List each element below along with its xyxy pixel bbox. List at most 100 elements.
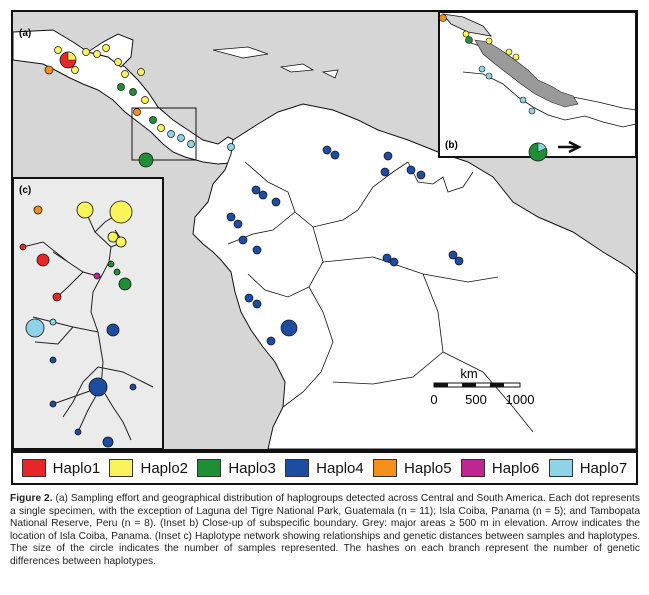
haplotype-node xyxy=(118,277,132,291)
sample-dot xyxy=(512,53,520,61)
haplotype-node xyxy=(36,253,50,267)
sample-dot xyxy=(439,14,447,22)
sample-dot xyxy=(71,66,79,74)
legend-item-haplo4: Haplo4 xyxy=(285,459,364,477)
sample-dot xyxy=(157,124,165,132)
caption-label: Figure 2. xyxy=(10,493,53,504)
legend-swatch xyxy=(373,459,398,477)
map-svg: (a) xyxy=(13,12,636,449)
sample-dot xyxy=(462,30,470,38)
legend-label: Haplo2 xyxy=(140,459,189,477)
sample-dot xyxy=(82,48,90,56)
legend-label: Haplo7 xyxy=(579,459,628,477)
caribbean-islands xyxy=(212,46,339,79)
legend-swatch xyxy=(548,459,573,477)
legend-swatch xyxy=(197,459,222,477)
haplotype-node xyxy=(25,318,45,338)
sample-dot xyxy=(252,245,262,255)
legend-item-haplo3: Haplo3 xyxy=(197,459,276,477)
sample-dot xyxy=(133,108,141,116)
sample-dot xyxy=(137,68,145,76)
sample-dot xyxy=(266,336,276,346)
sample-dot xyxy=(121,70,129,78)
haplotype-node xyxy=(106,323,120,337)
legend-label: Haplo3 xyxy=(228,459,276,477)
sample-dot xyxy=(383,151,393,161)
haplotype-node xyxy=(88,377,108,397)
sample-dot xyxy=(258,190,268,200)
sample-dot xyxy=(322,145,332,155)
haplotype-node xyxy=(102,436,114,448)
sample-dot xyxy=(389,257,399,267)
legend-swatch xyxy=(460,459,485,477)
legend-label: Haplo1 xyxy=(52,459,101,477)
sample-dot xyxy=(93,50,101,58)
haplotype-node xyxy=(107,260,115,268)
sample-dot xyxy=(454,256,464,266)
legend: Haplo1 Haplo2 Haplo3 Haplo4 Haplo5 Haplo6 Hapl… xyxy=(11,451,638,485)
panel-a-label: (a) xyxy=(19,28,31,39)
inset-c: (c) xyxy=(13,177,164,449)
sample-dot xyxy=(233,219,243,229)
sample-dot xyxy=(252,299,262,309)
haplotype-node xyxy=(52,292,62,302)
haplotype-node xyxy=(115,236,127,248)
sample-dot xyxy=(380,167,390,177)
legend-item-haplo5: Haplo5 xyxy=(373,459,452,477)
central-america-samples xyxy=(44,44,235,168)
panel-b-label: (b) xyxy=(445,140,458,151)
sample-dot xyxy=(149,116,157,124)
legend-item-haplo2: Haplo2 xyxy=(109,459,188,477)
sample-dot xyxy=(519,96,527,104)
inset-b-locator xyxy=(131,107,197,161)
sample-dot xyxy=(167,130,175,138)
haplotype-node xyxy=(19,243,27,251)
haplotype-node xyxy=(33,205,43,215)
panel-c-label: (c) xyxy=(19,185,31,196)
legend-label: Haplo5 xyxy=(404,459,452,477)
haplotype-node xyxy=(93,272,101,280)
sample-dot xyxy=(114,58,122,66)
sample-dot xyxy=(416,170,426,180)
haplotype-node xyxy=(74,428,82,436)
scale-tick-500: 500 xyxy=(465,392,487,407)
scale-unit: km xyxy=(460,366,477,381)
sample-dot xyxy=(485,37,493,45)
sample-dot xyxy=(129,88,137,96)
sample-dot xyxy=(117,83,125,91)
haplotype-node xyxy=(49,400,57,408)
scale-tick-0: 0 xyxy=(430,392,437,407)
sample-dot xyxy=(102,44,110,52)
haplotype-node xyxy=(113,268,121,276)
figure-caption: Figure 2. (a) Sampling effort and geogra… xyxy=(10,493,640,569)
sample-dot xyxy=(485,72,493,80)
sample-dot xyxy=(448,250,458,260)
legend-label: Haplo4 xyxy=(316,459,364,477)
legend-swatch xyxy=(109,459,134,477)
scale-bar: km 0 500 1000 xyxy=(430,366,534,407)
sample-dot-tambopata xyxy=(280,319,298,337)
sample-dot xyxy=(505,48,513,56)
south-america-samples xyxy=(226,145,464,346)
sample-dot xyxy=(44,65,54,75)
yucatan-peninsula xyxy=(86,33,134,68)
sample-dot xyxy=(227,143,235,151)
haplotype-node xyxy=(76,201,94,219)
legend-item-haplo6: Haplo6 xyxy=(460,459,540,477)
haplotype-node xyxy=(109,200,133,224)
country-borders xyxy=(227,161,534,433)
sample-dot xyxy=(226,212,236,222)
legend-swatch xyxy=(21,459,46,477)
coiba-arrow-icon xyxy=(558,140,582,154)
haplotype-node xyxy=(129,383,137,391)
legend-item-haplo1: Haplo1 xyxy=(21,459,101,477)
sample-dot-coiba xyxy=(138,152,154,168)
legend-label: Haplo6 xyxy=(491,459,540,477)
sample-dot xyxy=(478,65,486,73)
caption-text: (a) Sampling effort and geographical dis… xyxy=(10,493,640,567)
sample-dot xyxy=(382,253,392,263)
haplotype-node xyxy=(49,356,57,364)
sample-dot xyxy=(251,185,261,195)
haplotype-node xyxy=(107,231,119,243)
scale-tick-1000: 1000 xyxy=(506,392,535,407)
